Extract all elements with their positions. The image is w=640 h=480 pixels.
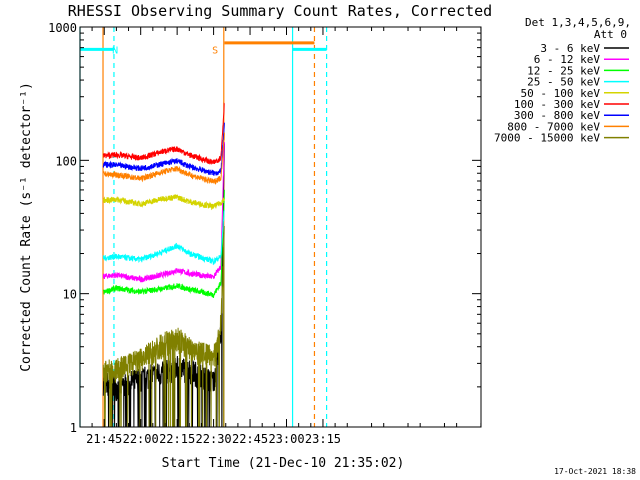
x-axis: 21:45 22:00 22:15 22:30 22:45 23:00 23:15 — [86, 27, 482, 446]
y-tick-label-1: 10 — [63, 288, 77, 302]
annotation-n: N — [112, 45, 118, 56]
y-axis-label: Corrected Count Rate (s⁻¹ detector⁻¹) — [19, 82, 34, 372]
legend-label-1: 6 - 12 keV — [534, 53, 601, 66]
x-axis-label: Start Time (21-Dec-10 21:35:02) — [162, 456, 405, 471]
y-tick-label-0: 1 — [70, 421, 77, 435]
series-line-2 — [102, 189, 225, 298]
chart-title: RHESSI Observing Summary Count Rates, Co… — [68, 2, 492, 20]
x-tick-label-6: 23:15 — [305, 432, 341, 446]
legend-label-3: 25 - 50 keV — [527, 76, 600, 89]
series-line-8 — [102, 226, 225, 428]
legend-label-0: 3 - 6 keV — [540, 42, 600, 55]
legend-label-5: 100 - 300 keV — [514, 98, 600, 111]
legend-label-6: 300 - 800 keV — [514, 109, 600, 122]
x-tick-label-5: 23:00 — [268, 432, 304, 446]
x-tick-label-4: 22:45 — [232, 432, 268, 446]
series-line-1 — [102, 141, 225, 284]
x-tick-label-1: 22:00 — [123, 432, 159, 446]
annotation-s: S — [212, 45, 218, 56]
legend-label-2: 12 - 25 keV — [527, 64, 600, 77]
series-line-7 — [102, 132, 225, 185]
legend-label-8: 7000 - 15000 keV — [494, 132, 600, 145]
legend-label-7: 800 - 7000 keV — [507, 120, 600, 133]
legend-header-line-2: Att 0 — [594, 28, 627, 41]
legend-header-line-1: Det 1,3,4,5,6,9, — [525, 16, 631, 29]
x-tick-label-3: 22:30 — [196, 432, 232, 446]
series-line-4 — [102, 193, 225, 211]
y-tick-label-2: 100 — [55, 154, 77, 168]
series-line-5 — [102, 102, 225, 166]
x-tick-label-2: 22:15 — [159, 432, 195, 446]
y-axis: 1 10 100 1000 — [48, 21, 481, 435]
plot-frame — [79, 26, 482, 428]
legend-label-4: 50 - 100 keV — [521, 87, 601, 100]
y-tick-label-3: 1000 — [48, 21, 77, 35]
generated-timestamp: 17-Oct-2021 18:38 — [554, 467, 636, 476]
series-line-3 — [102, 210, 225, 266]
series-line-6 — [102, 122, 225, 176]
x-tick-label-0: 21:45 — [86, 432, 122, 446]
